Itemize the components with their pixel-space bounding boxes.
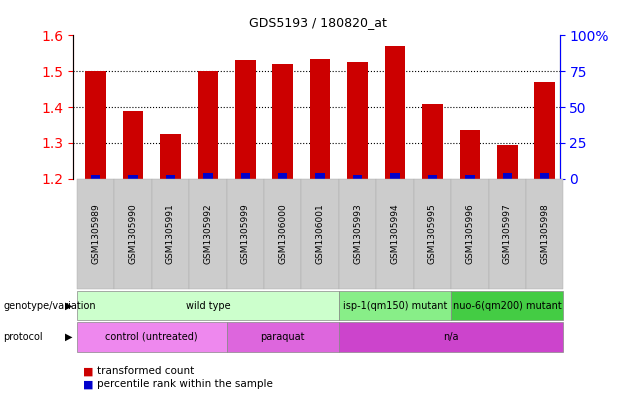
- Bar: [428, 174, 437, 179]
- Text: ■: ■: [83, 379, 97, 389]
- Text: GSM1305992: GSM1305992: [204, 204, 212, 264]
- Text: GSM1305999: GSM1305999: [241, 204, 250, 264]
- Text: GSM1305996: GSM1305996: [466, 204, 474, 264]
- Text: transformed count: transformed count: [97, 366, 194, 376]
- Text: GSM1305991: GSM1305991: [166, 204, 175, 264]
- Bar: [502, 173, 512, 179]
- Text: GSM1305997: GSM1305997: [503, 204, 512, 264]
- Bar: [278, 173, 287, 179]
- Text: GSM1305990: GSM1305990: [128, 204, 137, 264]
- Bar: [315, 173, 325, 179]
- Bar: [240, 173, 250, 179]
- Text: isp-1(qm150) mutant: isp-1(qm150) mutant: [343, 301, 447, 310]
- Text: control (untreated): control (untreated): [106, 332, 198, 342]
- Bar: [534, 82, 555, 179]
- Bar: [391, 173, 399, 179]
- Bar: [160, 134, 181, 179]
- Text: GSM1305994: GSM1305994: [391, 204, 399, 264]
- Text: GSM1306000: GSM1306000: [278, 204, 287, 264]
- Bar: [235, 61, 256, 179]
- Text: GSM1305995: GSM1305995: [428, 204, 437, 264]
- Bar: [347, 62, 368, 179]
- Bar: [203, 173, 212, 179]
- Text: ■: ■: [83, 366, 97, 376]
- Text: GSM1305993: GSM1305993: [353, 204, 362, 264]
- Bar: [310, 59, 331, 179]
- Text: GDS5193 / 180820_at: GDS5193 / 180820_at: [249, 16, 387, 29]
- Bar: [497, 145, 518, 179]
- Bar: [353, 174, 363, 179]
- Text: protocol: protocol: [3, 332, 43, 342]
- Bar: [91, 174, 100, 179]
- Bar: [198, 71, 218, 179]
- Bar: [128, 174, 138, 179]
- Text: genotype/variation: genotype/variation: [3, 301, 96, 310]
- Text: ▶: ▶: [65, 301, 73, 310]
- Text: GSM1305989: GSM1305989: [91, 204, 100, 264]
- Bar: [123, 111, 143, 179]
- Bar: [422, 103, 443, 179]
- Bar: [272, 64, 293, 179]
- Text: wild type: wild type: [186, 301, 230, 310]
- Text: paraquat: paraquat: [261, 332, 305, 342]
- Text: percentile rank within the sample: percentile rank within the sample: [97, 379, 273, 389]
- Text: n/a: n/a: [443, 332, 459, 342]
- Bar: [465, 174, 474, 179]
- Bar: [85, 71, 106, 179]
- Text: nuo-6(qm200) mutant: nuo-6(qm200) mutant: [453, 301, 562, 310]
- Text: GSM1305998: GSM1305998: [540, 204, 550, 264]
- Bar: [540, 173, 550, 179]
- Bar: [460, 130, 480, 179]
- Text: GSM1306001: GSM1306001: [315, 204, 324, 264]
- Bar: [385, 46, 405, 179]
- Bar: [166, 174, 175, 179]
- Text: ▶: ▶: [65, 332, 73, 342]
